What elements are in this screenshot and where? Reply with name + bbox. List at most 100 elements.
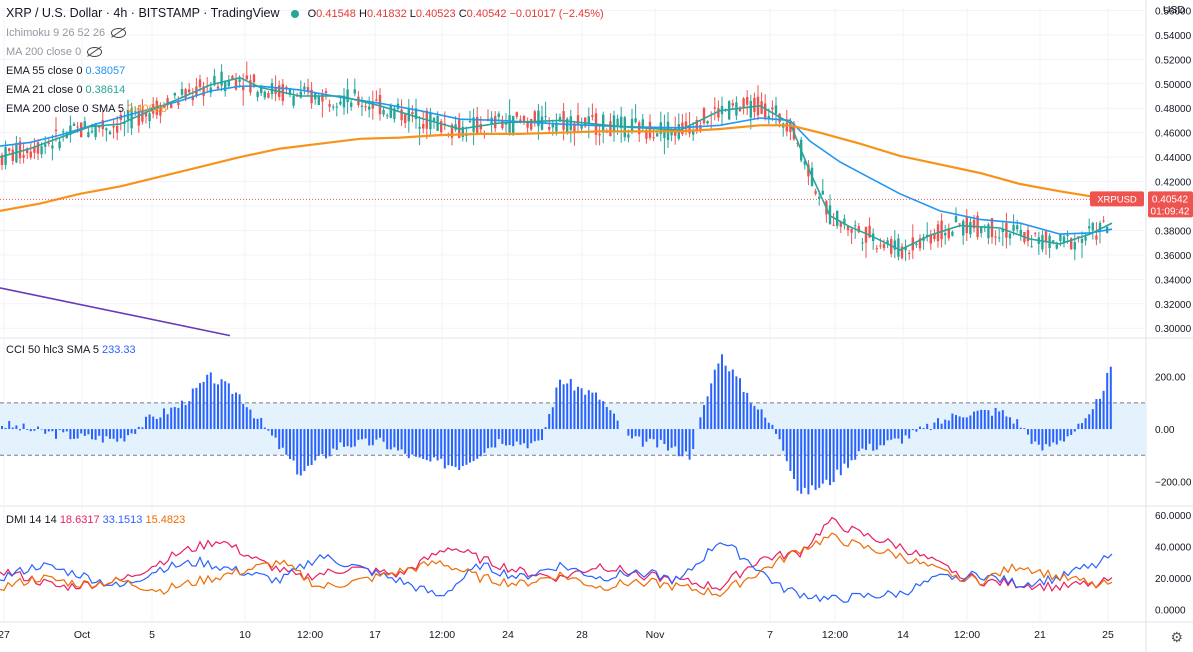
ema55-legend[interactable]: EMA 55 close 0 0.38057 xyxy=(6,65,126,77)
hidden-eye-icon[interactable] xyxy=(87,47,103,58)
candle-body xyxy=(616,118,619,126)
candle-body xyxy=(746,97,749,105)
candle-body xyxy=(321,93,324,102)
candle-body xyxy=(774,105,778,114)
hidden-eye-icon[interactable] xyxy=(111,28,127,39)
candle-body xyxy=(40,146,43,155)
time-tick-label: Nov xyxy=(646,629,665,641)
ema200-legend[interactable]: EMA 200 close 0 SMA 5 0.40698 xyxy=(6,103,167,115)
settings-gear-icon[interactable]: ⚙ xyxy=(1170,629,1183,645)
candle-body xyxy=(548,126,551,130)
symbol-title[interactable]: XRP / U.S. Dollar · 4h · BITSTAMP · Trad… xyxy=(6,6,280,20)
candle-body xyxy=(850,228,853,233)
candle-body xyxy=(1034,232,1037,234)
cci-bar xyxy=(440,429,443,459)
candle-body xyxy=(504,123,508,125)
cci-bar xyxy=(548,413,551,430)
cci-bar xyxy=(541,429,543,440)
price-tick-label: 0.38000 xyxy=(1155,226,1192,237)
time-tick-label: 27 xyxy=(0,629,10,641)
cci-bar xyxy=(915,429,918,432)
cci-bar xyxy=(134,429,137,434)
cci-bar xyxy=(883,429,885,446)
time-tick-label: 12:00 xyxy=(297,629,323,641)
candle-body xyxy=(267,93,270,98)
cci-bar xyxy=(627,429,630,436)
cci-bar xyxy=(181,400,183,430)
candle-body xyxy=(360,105,364,107)
candle-body xyxy=(861,242,864,244)
cci-bar xyxy=(357,429,360,440)
dmi-legend[interactable]: DMI 14 14 18.6317 33.1513 15.4823 xyxy=(6,514,186,526)
cci-bar xyxy=(418,429,421,458)
candle-body xyxy=(526,120,529,128)
cci-bar xyxy=(299,429,302,476)
candle-body xyxy=(987,224,990,239)
candle-body xyxy=(8,148,11,152)
price-tick-label: 0.52000 xyxy=(1155,55,1192,66)
candle-body xyxy=(742,98,745,109)
cci-bar xyxy=(1034,429,1037,442)
cci-bar xyxy=(325,429,327,459)
time-tick-label: Oct xyxy=(74,629,90,641)
ichimoku-legend[interactable]: Ichimoku 9 26 52 26 xyxy=(6,24,604,43)
candle-body xyxy=(26,148,29,154)
cci-bar xyxy=(4,427,7,430)
ma200-legend[interactable]: MA 200 close 0 xyxy=(6,43,604,62)
cci-bar xyxy=(929,429,932,431)
ema21-legend[interactable]: EMA 21 close 0 0.38614 xyxy=(6,84,126,96)
cci-bar xyxy=(782,429,785,451)
cci-bar xyxy=(908,429,911,439)
cci-bar xyxy=(634,429,637,437)
cci-bar xyxy=(778,429,781,440)
cci-bar xyxy=(706,396,709,430)
cci-bar xyxy=(775,429,777,434)
cci-bar xyxy=(839,429,842,476)
cci-bar xyxy=(652,429,655,440)
cci-bar xyxy=(1023,428,1026,430)
cci-bar xyxy=(152,416,155,430)
cci-bar xyxy=(893,429,896,439)
cci-bar xyxy=(674,429,677,447)
candle-body xyxy=(501,120,504,129)
candle-body xyxy=(1044,231,1048,243)
candle-body xyxy=(933,233,936,240)
candle-body xyxy=(234,79,238,90)
candle-body xyxy=(177,102,180,105)
cci-bar xyxy=(753,406,756,430)
cci-bar xyxy=(602,401,605,430)
cci-bar xyxy=(933,422,936,430)
candle-body xyxy=(965,216,968,234)
cci-bar xyxy=(350,429,353,448)
cci-bar xyxy=(1084,418,1087,430)
candle-body xyxy=(962,220,965,236)
cci-bar xyxy=(512,429,515,447)
candle-body xyxy=(814,191,817,194)
cci-bar xyxy=(1045,429,1047,445)
currency-label[interactable]: USD xyxy=(1162,4,1185,16)
candle-body xyxy=(947,228,950,239)
candle-body xyxy=(591,115,594,117)
cci-bar xyxy=(749,403,752,430)
cci-legend[interactable]: CCI 50 hlc3 SMA 5 233.33 xyxy=(6,344,136,356)
candle-body xyxy=(998,237,1001,239)
candle-body xyxy=(479,124,482,130)
candle-body xyxy=(76,126,79,128)
cci-bar xyxy=(937,418,939,430)
symbol-badge-label: XRPUSD xyxy=(1097,194,1137,205)
candle-body xyxy=(335,106,338,108)
candle-body xyxy=(418,126,421,129)
cci-bar xyxy=(951,413,954,430)
cci-bar xyxy=(868,429,871,444)
price-tick-label: 0.50000 xyxy=(1155,80,1192,91)
cci-bar xyxy=(364,429,367,439)
cci-bar xyxy=(393,429,396,448)
candle-body xyxy=(54,129,58,132)
candle-body xyxy=(324,91,328,94)
candle-body xyxy=(843,218,846,225)
cci-bar xyxy=(1077,423,1080,430)
cci-bar xyxy=(332,429,335,449)
cci-bar xyxy=(890,429,893,440)
cci-bar xyxy=(965,417,968,430)
